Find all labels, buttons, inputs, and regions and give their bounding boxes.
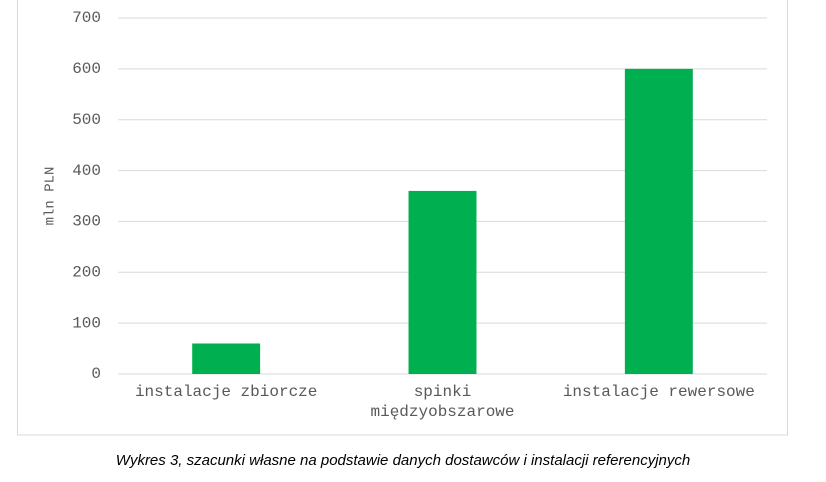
y-tick-label: 600: [72, 60, 101, 78]
y-tick-label: 500: [72, 111, 101, 129]
bar: [192, 343, 261, 374]
y-tick-label: 100: [72, 314, 101, 332]
bar: [624, 68, 693, 374]
y-tick-label: 200: [72, 264, 101, 282]
y-tick-label: 700: [72, 9, 101, 27]
x-tick-label: instalacje zbiorcze: [134, 383, 318, 401]
x-tick-label: instalacje rewersowe: [562, 383, 755, 401]
y-tick-label: 0: [91, 365, 101, 383]
chart-frame: [17, 0, 788, 436]
caption: Wykres 3, szacunki własne na podstawie d…: [115, 452, 691, 469]
bar: [408, 190, 477, 374]
y-axis-label: mln PLN: [43, 167, 59, 226]
y-tick-label: 300: [72, 213, 101, 231]
y-tick-label: 400: [72, 162, 101, 180]
x-tick-label: spinki międzyobszarowe: [370, 383, 515, 421]
